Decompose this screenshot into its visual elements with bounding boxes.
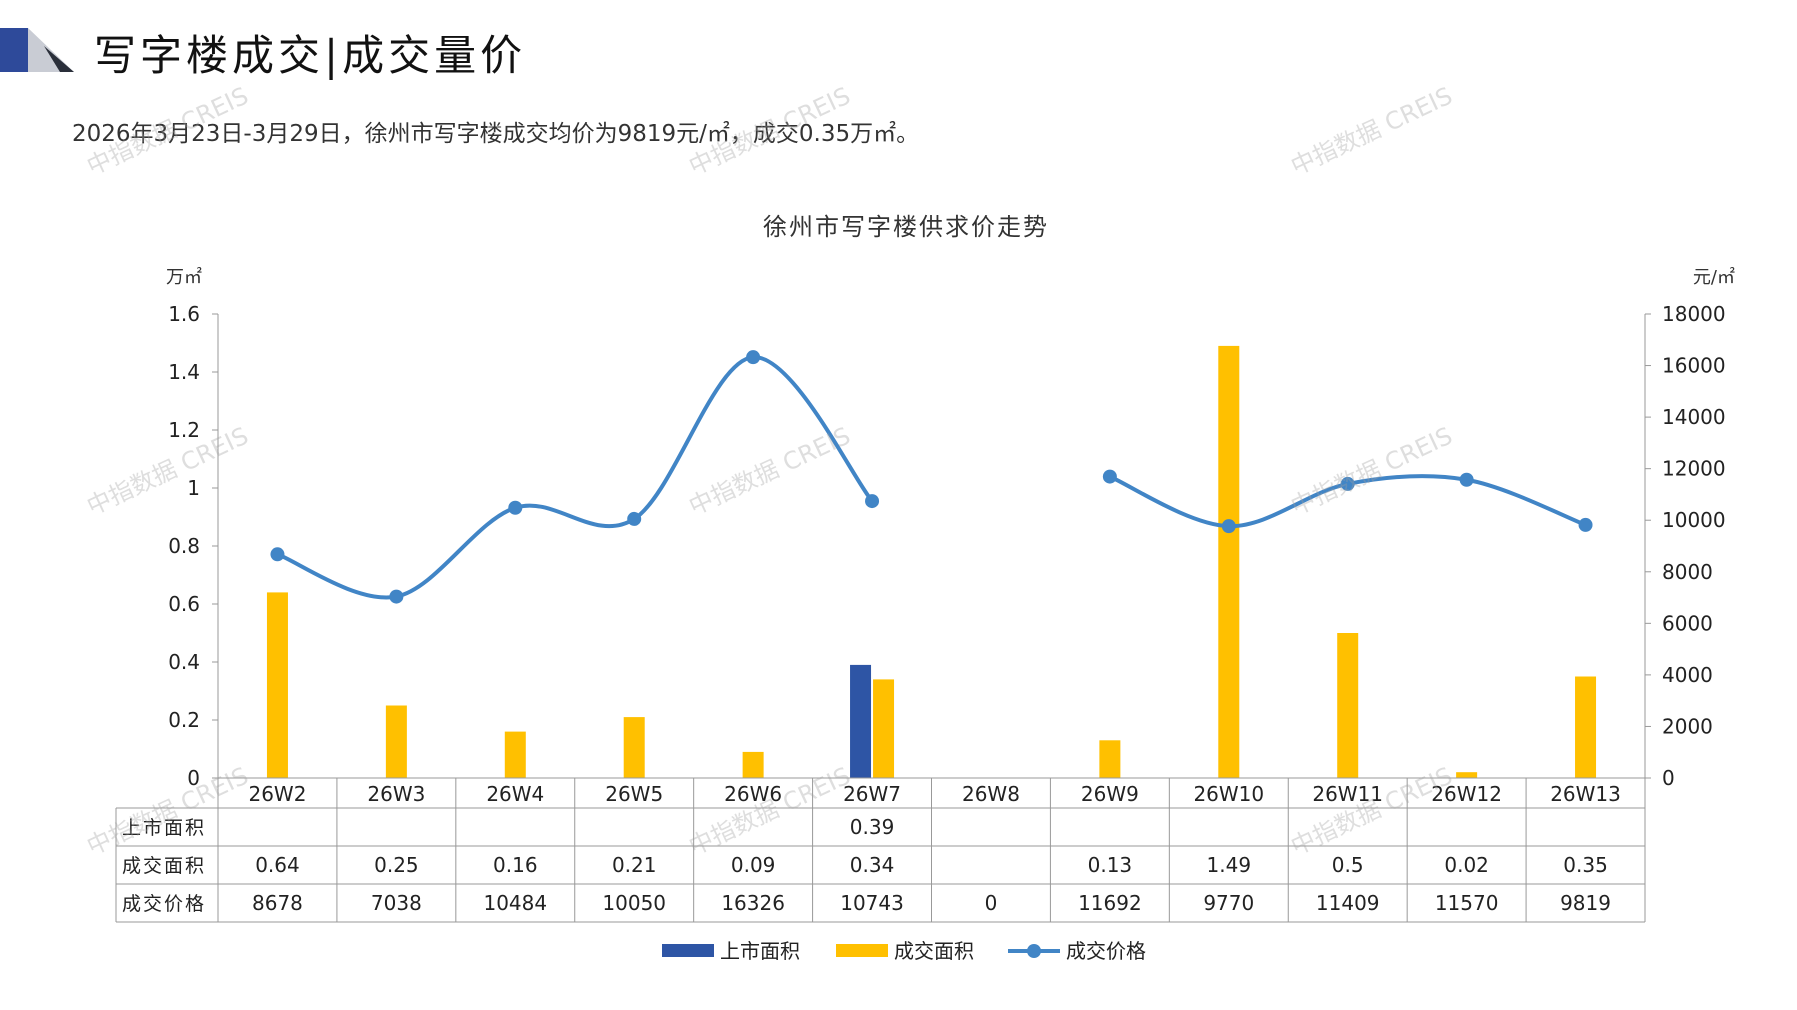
- x-tick-label: 26W7: [843, 782, 901, 806]
- table-cell: 11692: [1078, 891, 1142, 915]
- y-tick-label-left: 0.2: [168, 708, 200, 732]
- bar-deal-area: [1456, 772, 1478, 778]
- y-tick-label-left: 0.4: [168, 650, 200, 674]
- legend-swatch-deal-area: [836, 944, 888, 957]
- table-cell: 7038: [371, 891, 422, 915]
- x-tick-label: 26W5: [605, 782, 663, 806]
- table-cell: 9819: [1560, 891, 1611, 915]
- bar-deal-area: [623, 717, 645, 778]
- legend-label: 成交价格: [1066, 939, 1146, 963]
- point-deal-price: [1340, 476, 1355, 491]
- y-tick-label-right: 16000: [1662, 354, 1726, 378]
- table-cell: 8678: [252, 891, 303, 915]
- point-deal-price: [1578, 517, 1593, 532]
- table-cell: 0.35: [1563, 853, 1608, 877]
- bar-deal-area: [385, 705, 407, 778]
- table-cell: 0: [985, 891, 998, 915]
- bar-deal-area: [1575, 676, 1597, 778]
- y-tick-label-right: 14000: [1662, 405, 1726, 429]
- table-row-header: 上市面积: [122, 817, 206, 839]
- table-cell: 0.25: [374, 853, 419, 877]
- y-tick-label-left: 1.4: [168, 360, 200, 384]
- y-tick-label-left: 0.8: [168, 534, 200, 558]
- bar-deal-area: [873, 679, 895, 778]
- summary-text: 2026年3月23日-3月29日，徐州市写字楼成交均价为9819元/㎡，成交0.…: [72, 121, 920, 147]
- point-deal-price: [1459, 472, 1474, 487]
- y-tick-label-right: 6000: [1662, 611, 1713, 635]
- x-tick-label: 26W2: [248, 782, 306, 806]
- point-deal-price: [1221, 519, 1236, 534]
- y-tick-label-left: 1.2: [168, 418, 200, 442]
- table-cell: 0.5: [1332, 853, 1364, 877]
- table-cell: 11409: [1316, 891, 1380, 915]
- y-axis-right-label: 元/㎡: [1693, 266, 1735, 288]
- table-cell: 9770: [1203, 891, 1254, 915]
- x-tick-label: 26W6: [724, 782, 782, 806]
- y-tick-label-right: 4000: [1662, 663, 1713, 687]
- table-cell: 0.09: [731, 853, 776, 877]
- table-cell: 0.34: [850, 853, 895, 877]
- x-tick-label: 26W12: [1431, 782, 1502, 806]
- x-tick-label: 26W11: [1312, 782, 1383, 806]
- bar-deal-area: [504, 731, 526, 778]
- legend-label: 上市面积: [720, 939, 800, 963]
- point-deal-price: [1102, 469, 1117, 484]
- y-tick-label-right: 18000: [1662, 302, 1726, 326]
- point-deal-price: [746, 350, 761, 365]
- y-tick-label-right: 2000: [1662, 714, 1713, 738]
- table-cell: 10484: [483, 891, 547, 915]
- point-deal-price: [865, 494, 880, 509]
- table-cell: 0.16: [493, 853, 538, 877]
- bar-deal-area: [742, 751, 764, 778]
- y-tick-label-left: 0: [187, 766, 200, 790]
- logo-mark: [0, 28, 74, 72]
- y-tick-label-left: 1.6: [168, 302, 200, 326]
- x-tick-label: 26W8: [962, 782, 1020, 806]
- point-deal-price: [627, 511, 642, 526]
- table-row-header: 成交面积: [122, 855, 206, 877]
- line-deal-price: [276, 355, 874, 600]
- table-cell: 10050: [602, 891, 666, 915]
- y-tick-label-left: 0.6: [168, 592, 200, 616]
- table-cell: 0.39: [850, 815, 895, 839]
- y-tick-label-right: 0: [1662, 766, 1675, 790]
- y-tick-label-right: 12000: [1662, 457, 1726, 481]
- table-cell: 0.02: [1444, 853, 1489, 877]
- x-tick-label: 26W4: [486, 782, 544, 806]
- table-cell: 16326: [721, 891, 785, 915]
- point-deal-price: [389, 589, 404, 604]
- page-title: 写字楼成交|成交量价: [94, 31, 527, 80]
- legend-label: 成交面积: [894, 939, 974, 963]
- bar-listed-area: [850, 664, 872, 778]
- legend-marker-deal-price: [1027, 944, 1041, 958]
- x-tick-label: 26W10: [1193, 782, 1264, 806]
- table-cell: 10743: [840, 891, 904, 915]
- bar-deal-area: [266, 592, 288, 778]
- table-row-header: 成交价格: [122, 893, 206, 915]
- table-cell: 0.64: [255, 853, 300, 877]
- bar-deal-area: [1099, 740, 1121, 778]
- x-tick-label: 26W13: [1550, 782, 1621, 806]
- bar-deal-area: [1337, 633, 1359, 778]
- y-axis-left-label: 万㎡: [166, 266, 202, 288]
- legend-swatch-listed: [662, 944, 714, 957]
- point-deal-price: [270, 547, 285, 562]
- table-cell: 11570: [1435, 891, 1499, 915]
- chart-title: 徐州市写字楼供求价走势: [763, 213, 1049, 241]
- table-cell: 0.13: [1088, 853, 1133, 877]
- point-deal-price: [508, 500, 523, 515]
- table-cell: 0.21: [612, 853, 657, 877]
- bar-deal-area: [1218, 345, 1240, 778]
- y-tick-label-right: 10000: [1662, 508, 1726, 532]
- table-cell: 1.49: [1207, 853, 1252, 877]
- y-tick-label-right: 8000: [1662, 560, 1713, 584]
- x-tick-label: 26W9: [1081, 782, 1139, 806]
- x-tick-label: 26W3: [367, 782, 425, 806]
- y-tick-label-left: 1: [187, 476, 200, 500]
